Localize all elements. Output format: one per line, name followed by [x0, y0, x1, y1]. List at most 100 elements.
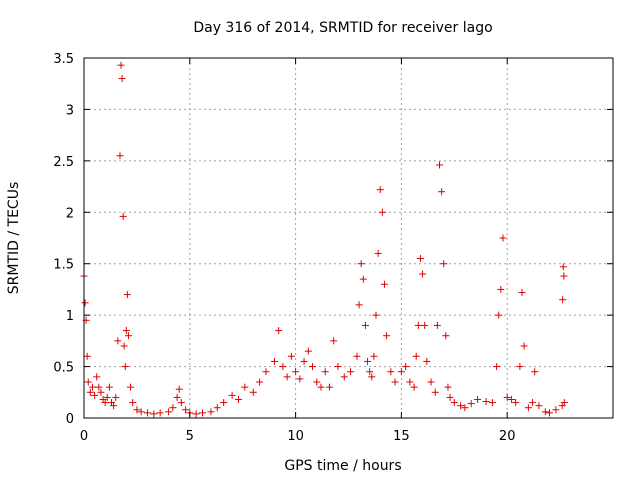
data-point	[117, 61, 125, 69]
data-point	[559, 296, 567, 304]
data-point	[380, 280, 388, 288]
axis-ticks: 0 0.5 1 1.5 2 2.5 3 3.5 0 5 10 15 20	[53, 52, 613, 444]
data-point	[355, 301, 363, 309]
data-point	[86, 388, 94, 396]
data-point	[559, 263, 567, 271]
data-point	[116, 152, 124, 160]
data-point	[414, 321, 422, 329]
grid-layer	[84, 58, 613, 418]
data-point	[137, 408, 145, 416]
data-point	[431, 388, 439, 396]
data-point	[93, 373, 101, 381]
data-point	[95, 383, 103, 391]
data-point	[376, 186, 384, 194]
data-point	[110, 402, 118, 410]
data-point	[122, 327, 130, 335]
data-point	[378, 208, 386, 216]
data-point	[120, 342, 128, 350]
data-point	[165, 408, 173, 416]
data-point	[300, 357, 308, 365]
data-point	[446, 393, 454, 401]
data-point	[357, 260, 365, 268]
data-point	[101, 399, 109, 407]
data-point	[552, 406, 560, 414]
data-point	[143, 409, 151, 417]
data-point	[287, 352, 295, 360]
data-point	[427, 378, 435, 386]
data-point	[499, 234, 507, 242]
data-point	[347, 368, 355, 376]
y-tick-label: 3.5	[53, 52, 74, 67]
data-point	[97, 388, 105, 396]
data-point	[467, 400, 475, 408]
data-point	[279, 363, 287, 371]
data-point	[112, 393, 120, 401]
data-point	[482, 398, 490, 406]
data-point	[488, 399, 496, 407]
y-tick-label: 0.5	[53, 361, 74, 376]
data-point	[560, 399, 568, 407]
data-point	[182, 406, 190, 414]
data-point	[150, 410, 158, 418]
data-point	[435, 161, 443, 169]
data-point	[207, 408, 215, 416]
data-point	[119, 212, 127, 220]
data-point	[531, 368, 539, 376]
data-point	[419, 270, 427, 278]
data-point	[121, 363, 129, 371]
y-tick-label: 3	[66, 103, 74, 118]
data-point	[406, 378, 414, 386]
data-point	[541, 408, 549, 416]
data-point	[84, 378, 92, 386]
data-point	[516, 363, 524, 371]
data-point	[495, 311, 503, 319]
data-point	[192, 410, 200, 418]
data-point	[173, 393, 181, 401]
data-point	[249, 388, 257, 396]
data-point	[433, 321, 441, 329]
x-tick-label: 20	[499, 429, 516, 444]
data-point	[440, 260, 448, 268]
data-point	[421, 321, 429, 329]
data-point	[292, 368, 300, 376]
data-point	[234, 395, 242, 403]
data-point	[372, 311, 380, 319]
data-point	[383, 332, 391, 340]
data-point	[529, 399, 537, 407]
data-point	[334, 363, 342, 371]
data-point	[321, 368, 329, 376]
data-point	[270, 357, 278, 365]
plot-frame	[83, 57, 614, 419]
data-point	[444, 383, 452, 391]
y-tick-label: 0	[66, 412, 74, 427]
data-point	[423, 357, 431, 365]
data-point	[256, 378, 264, 386]
data-point	[387, 368, 395, 376]
data-point	[450, 399, 458, 407]
data-point	[88, 383, 96, 391]
data-point	[118, 75, 126, 83]
data-point	[535, 402, 543, 410]
data-point	[512, 399, 520, 407]
y-tick-label: 1	[66, 309, 74, 324]
data-point	[353, 352, 361, 360]
data-point	[330, 337, 338, 345]
data-point	[262, 368, 270, 376]
data-point	[325, 383, 333, 391]
data-point	[402, 363, 410, 371]
data-point	[518, 289, 526, 297]
data-point	[213, 404, 221, 412]
data-point	[361, 321, 369, 329]
data-point	[177, 399, 185, 407]
data-point	[169, 404, 177, 412]
data-point	[129, 399, 137, 407]
data-point	[83, 352, 91, 360]
x-tick-label: 15	[393, 429, 410, 444]
data-point	[340, 373, 348, 381]
data-point	[228, 391, 236, 399]
chart-title: Day 316 of 2014, SRMTID for receiver lag…	[193, 20, 492, 36]
data-point	[497, 285, 505, 293]
data-point	[81, 299, 89, 307]
data-point	[123, 291, 131, 299]
